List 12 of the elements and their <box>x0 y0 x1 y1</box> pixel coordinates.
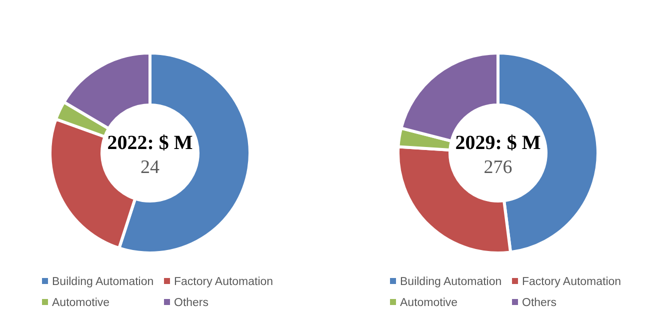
text: 2022: $ M <box>107 132 193 154</box>
text: 276 <box>484 157 512 178</box>
text: 24 <box>140 157 160 178</box>
legend-label: Building Automation <box>400 276 502 288</box>
legend-label: Factory Automation <box>174 276 274 288</box>
text: 2029: $ M <box>455 132 541 154</box>
legend-label: Building Automation <box>52 276 154 288</box>
legend-label: Automotive <box>400 297 458 309</box>
legend-label: Factory Automation <box>522 276 622 288</box>
legend-label: Automotive <box>52 297 110 309</box>
legend-label: Others <box>522 297 557 309</box>
legend-label: Others <box>174 297 209 309</box>
